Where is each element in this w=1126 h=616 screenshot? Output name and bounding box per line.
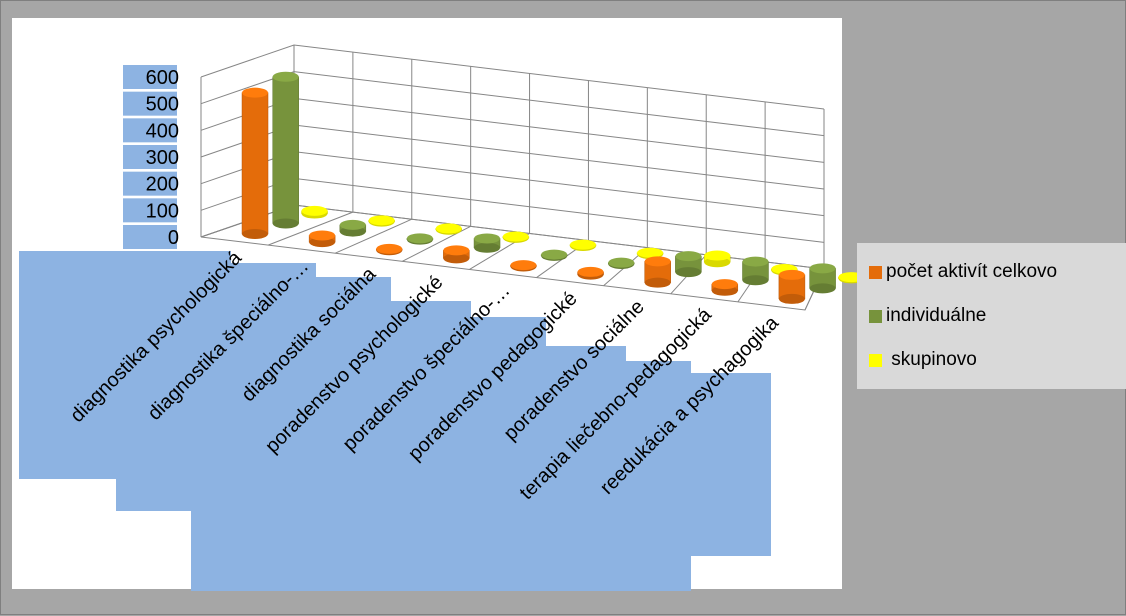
bar-series-1 <box>778 269 806 304</box>
bar-top <box>301 205 328 216</box>
legend-label-series-1: počet aktivít celkovo <box>886 261 1058 282</box>
y-axis: 0 100 200 300 400 500 600 <box>123 65 179 249</box>
legend-item-series-2: individuálne <box>869 301 986 331</box>
bar-series-1 <box>375 243 403 256</box>
bar-top <box>510 260 537 271</box>
y-tick-highlight <box>123 65 177 89</box>
y-tick-label: 300 <box>146 147 179 169</box>
bar-series-1 <box>711 279 739 296</box>
bar-series-3 <box>771 263 798 276</box>
legend-swatch-series-2 <box>869 309 882 323</box>
y-tick-label: 100 <box>146 200 179 222</box>
bar-base <box>742 275 769 286</box>
bar-series-1 <box>577 266 604 280</box>
bar-series-2 <box>406 233 434 245</box>
bar-series-1 <box>644 256 671 288</box>
x-tick-highlight <box>521 381 771 556</box>
bar-top <box>242 87 269 98</box>
y-tick-highlight <box>123 171 177 196</box>
bar-series-3 <box>301 205 328 219</box>
bar-series-1 <box>308 230 336 248</box>
bar-series-1 <box>241 87 269 240</box>
floor-gridline <box>267 211 354 246</box>
bar-top <box>368 215 395 226</box>
bar-base <box>242 229 269 240</box>
bar-top <box>474 233 501 244</box>
bar-series-2 <box>272 71 299 229</box>
legend-item-series-1: počet aktivít celkovo <box>869 257 1057 287</box>
bar-series-3 <box>636 247 664 260</box>
bar-top <box>406 233 433 244</box>
legend-label-series-3: skupinovo <box>886 349 977 370</box>
bar-series-2 <box>339 219 367 237</box>
y-tick-label: 400 <box>146 120 179 142</box>
bar-top <box>502 231 529 242</box>
bar-top <box>577 266 604 277</box>
y-tick-highlight <box>123 118 177 143</box>
bar-top <box>704 250 731 261</box>
y-tick-highlight <box>123 225 177 249</box>
bar-base <box>809 283 836 294</box>
y-tick-highlight <box>123 198 177 223</box>
y-tick-highlight <box>123 145 177 169</box>
bar-base <box>675 267 702 278</box>
y-tick-label: 200 <box>146 174 179 196</box>
bar-body <box>241 92 269 235</box>
bar-series-2 <box>742 256 769 286</box>
bar-series-1 <box>510 260 537 272</box>
bar-top <box>435 223 462 234</box>
legend-swatch-series-3 <box>869 353 882 367</box>
bar-body <box>272 76 299 224</box>
y-tick-label: 0 <box>168 227 179 249</box>
bar-series-3 <box>703 250 731 268</box>
bar-series-1 <box>443 245 470 264</box>
bar-series-2 <box>540 249 568 261</box>
bar-series-3 <box>502 231 530 243</box>
legend: počet aktivít celkovo individuálne skupi… <box>857 243 1126 389</box>
bar-top <box>541 249 568 260</box>
legend-item-series-3: skupinovo <box>869 345 977 375</box>
bar-base <box>443 253 470 264</box>
y-tick-highlight <box>123 91 177 116</box>
bar-top <box>711 279 738 290</box>
bar-series-2 <box>809 263 836 294</box>
bar-top <box>272 71 299 82</box>
bar-series-3 <box>569 239 597 251</box>
bar-top <box>742 256 769 267</box>
bar-top <box>376 243 403 254</box>
bar-series-2 <box>608 257 635 270</box>
bar-top <box>778 269 805 280</box>
bar-base <box>272 218 299 229</box>
legend-swatch-series-1 <box>869 265 882 279</box>
bar-base <box>474 242 501 253</box>
bar-top <box>443 245 470 256</box>
bar-series-2 <box>473 233 501 253</box>
bar-top <box>644 256 671 267</box>
bar-series-3 <box>368 215 395 227</box>
bar-top <box>637 247 664 258</box>
legend-label-series-2: individuálne <box>886 305 987 326</box>
bar-series-3 <box>435 223 463 235</box>
floor-gridline <box>335 218 412 254</box>
bar-base <box>644 277 671 288</box>
bar-top <box>675 251 702 262</box>
bars <box>241 71 865 304</box>
bar-series-2 <box>675 251 702 278</box>
y-tick-label: 500 <box>146 94 179 116</box>
bar-top <box>809 263 836 274</box>
bar-base <box>778 293 805 304</box>
bar-top <box>339 219 366 230</box>
bar-top <box>309 230 336 241</box>
y-tick-label: 600 <box>146 67 179 89</box>
bar-top <box>608 257 635 268</box>
bar-top <box>569 239 596 250</box>
